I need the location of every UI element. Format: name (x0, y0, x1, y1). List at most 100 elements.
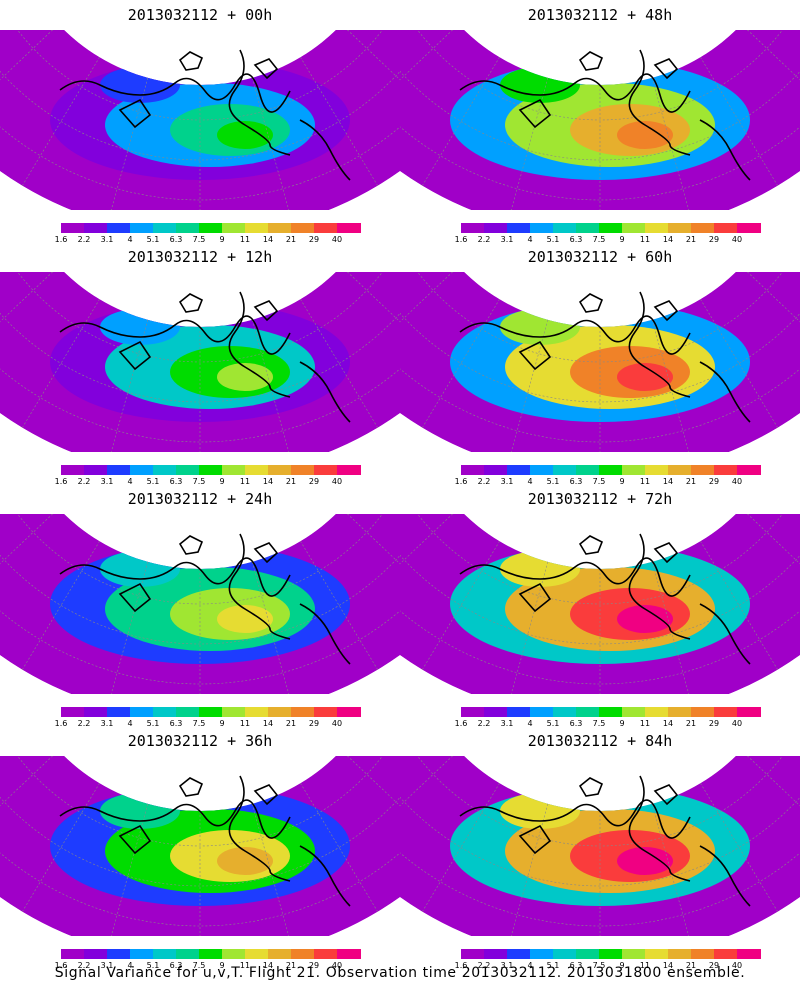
colorbar (61, 465, 361, 475)
colorbar-tick-label: 4 (127, 719, 133, 728)
coastline-4 (578, 51, 604, 71)
meridian-line (422, 540, 500, 670)
colorbar-tick-label: 5.1 (546, 961, 560, 970)
meridian-line (700, 540, 778, 670)
colorbar-segment (291, 949, 315, 959)
meridian-line (700, 56, 778, 186)
colorbar-tick-label: 29 (308, 719, 320, 728)
colorbar-segment (484, 223, 508, 233)
colorbar-tick-label: 40 (731, 235, 743, 244)
meridian-line (300, 540, 378, 670)
coastline-2 (118, 824, 152, 855)
parallel-line (17, 756, 383, 847)
colorbar-segment (268, 707, 292, 717)
colorbar-segment (268, 949, 292, 959)
colorbar-tick-label: 6.3 (169, 719, 183, 728)
colorbar-segment (553, 949, 577, 959)
meridian-line (747, 272, 800, 323)
coastline-5 (253, 300, 279, 322)
coastline-1 (628, 533, 691, 640)
colorbar-segment (199, 949, 223, 959)
coastline-3 (299, 845, 351, 907)
parallel-line (0, 312, 400, 403)
colorbar-tick-label: 40 (331, 235, 343, 244)
colorbar-tick-label: 9 (219, 235, 225, 244)
colorbar-segment (222, 465, 246, 475)
parallel-line (0, 554, 400, 645)
colorbar-tick-label: 40 (731, 961, 743, 970)
colorbar-segment (61, 223, 85, 233)
colorbar-tick-label: 14 (262, 477, 274, 486)
colorbar-segment (622, 949, 646, 959)
forecast-panel: 2013032112 + 84h 1.6 2.2 3.1 4 5.1 6.3 7.5 9 11 14… (400, 726, 800, 971)
colorbar (61, 949, 361, 959)
colorbar-segment (268, 223, 292, 233)
colorbar-segment (314, 707, 338, 717)
colorbar-segment (691, 465, 715, 475)
colorbar-tick-label: 11 (239, 719, 251, 728)
colorbar-tick-label: 40 (731, 477, 743, 486)
colorbar-tick-label: 1.6 (54, 961, 68, 970)
colorbar-tick-label: 5.1 (546, 719, 560, 728)
colorbar-tick-label: 5.1 (546, 235, 560, 244)
colorbar-segment (199, 223, 223, 233)
parallel-line (417, 756, 783, 847)
colorbar-tick-label: 3.1 (500, 961, 514, 970)
colorbar-segment (130, 949, 154, 959)
variance-contour (617, 121, 673, 149)
colorbar-ticks: 1.6 2.2 3.1 4 5.1 6.3 7.5 9 11 14 21 29 40 (455, 719, 760, 731)
colorbar-tick-label: 5.1 (146, 477, 160, 486)
colorbar-tick-label: 11 (639, 961, 651, 970)
variance-contour (217, 363, 273, 391)
colorbar-tick-label: 1.6 (454, 235, 468, 244)
variance-contour (100, 67, 180, 103)
colorbar-segment (337, 465, 361, 475)
colorbar-tick-label: 14 (662, 719, 674, 728)
colorbar-segment (737, 707, 761, 717)
colorbar-tick-label: 5.1 (546, 477, 560, 486)
colorbar-tick-label: 40 (331, 719, 343, 728)
coastline-0 (59, 799, 291, 839)
colorbar-tick-label: 40 (331, 477, 343, 486)
parallel-line (0, 796, 400, 887)
variance-map (400, 756, 800, 936)
parallel-line (417, 272, 783, 363)
panel-title: 2013032112 + 60h (527, 248, 673, 266)
panel-title: 2013032112 + 72h (527, 490, 673, 508)
colorbar-segment (461, 223, 485, 233)
colorbar (461, 465, 761, 475)
colorbar-tick-label: 7.5 (192, 719, 206, 728)
variance-contour (500, 793, 580, 829)
parallel-line (417, 30, 783, 121)
colorbar-tick-label: 21 (685, 719, 697, 728)
meridian-line (347, 756, 400, 807)
coastline-4 (578, 293, 604, 313)
colorbar-tick-label: 11 (239, 477, 251, 486)
colorbar-segment (84, 223, 108, 233)
colorbar-tick-label: 7.5 (192, 235, 206, 244)
meridian-line (422, 782, 500, 912)
colorbar (461, 707, 761, 717)
panel-title: 2013032112 + 24h (127, 490, 273, 508)
colorbar-tick-label: 11 (639, 477, 651, 486)
colorbar-segment (337, 949, 361, 959)
colorbar-tick-label: 21 (285, 477, 297, 486)
colorbar-segment (130, 707, 154, 717)
colorbar-ticks: 1.6 2.2 3.1 4 5.1 6.3 7.5 9 11 14 21 29 40 (55, 961, 360, 973)
colorbar-segment (153, 707, 177, 717)
variance-contour (100, 309, 180, 345)
variance-map (0, 756, 400, 936)
coastline-0 (459, 73, 691, 113)
panel-title: 2013032112 + 48h (527, 6, 673, 24)
forecast-panel: 2013032112 + 60h 1.6 2.2 3.1 4 5.1 6.3 7.5 9 11 14… (400, 242, 800, 487)
colorbar-segment (714, 465, 738, 475)
colorbar-tick-label: 6.3 (569, 961, 583, 970)
colorbar-tick-label: 29 (708, 477, 720, 486)
colorbar-segment (622, 707, 646, 717)
colorbar-segment (61, 707, 85, 717)
colorbar-tick-label: 3.1 (100, 477, 114, 486)
colorbar-segment (199, 707, 223, 717)
coastline-4 (178, 293, 204, 313)
forecast-panel: 2013032112 + 00h 1.6 2.2 3.1 4 5.1 6.3 7.5 9 11 14… (0, 0, 400, 245)
colorbar-tick-label: 29 (708, 961, 720, 970)
